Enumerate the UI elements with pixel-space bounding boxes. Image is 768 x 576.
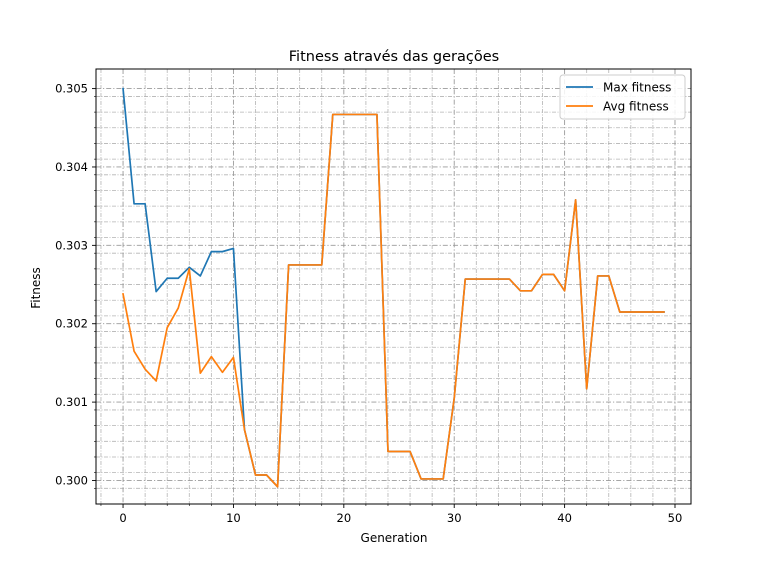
axis-ticks: 0 10 20 30 40 50 0.300 0.301 0.302 0.303 0.304 0.30…	[55, 82, 682, 525]
legend: Max fitness Avg fitness	[559, 74, 686, 120]
y-tick-label: 0.303	[55, 238, 88, 252]
y-tick-label: 0.304	[55, 160, 88, 174]
y-tick-label: 0.305	[55, 82, 88, 96]
y-tick-label: 0.302	[55, 317, 88, 331]
series-line-max-fitness	[122, 87, 665, 488]
grid	[96, 69, 691, 504]
x-axis-label: Generation	[361, 531, 428, 545]
series-line-avg-fitness	[122, 113, 665, 488]
series-lines	[122, 87, 665, 488]
legend-label-avg-fitness: Avg fitness	[603, 100, 669, 114]
x-tick-label: 10	[226, 511, 241, 525]
plot-frame	[95, 68, 692, 505]
x-tick-label: 50	[668, 511, 683, 525]
x-tick-label: 0	[119, 511, 126, 525]
y-axis-label: Fitness	[29, 267, 43, 309]
legend-label-max-fitness: Max fitness	[603, 81, 671, 95]
x-tick-label: 20	[337, 511, 352, 525]
x-tick-label: 30	[447, 511, 462, 525]
y-tick-label: 0.301	[55, 395, 88, 409]
chart-title: Fitness através das gerações	[289, 49, 499, 65]
legend-box	[559, 74, 686, 120]
x-tick-label: 40	[557, 511, 572, 525]
y-tick-label: 0.300	[55, 473, 88, 487]
